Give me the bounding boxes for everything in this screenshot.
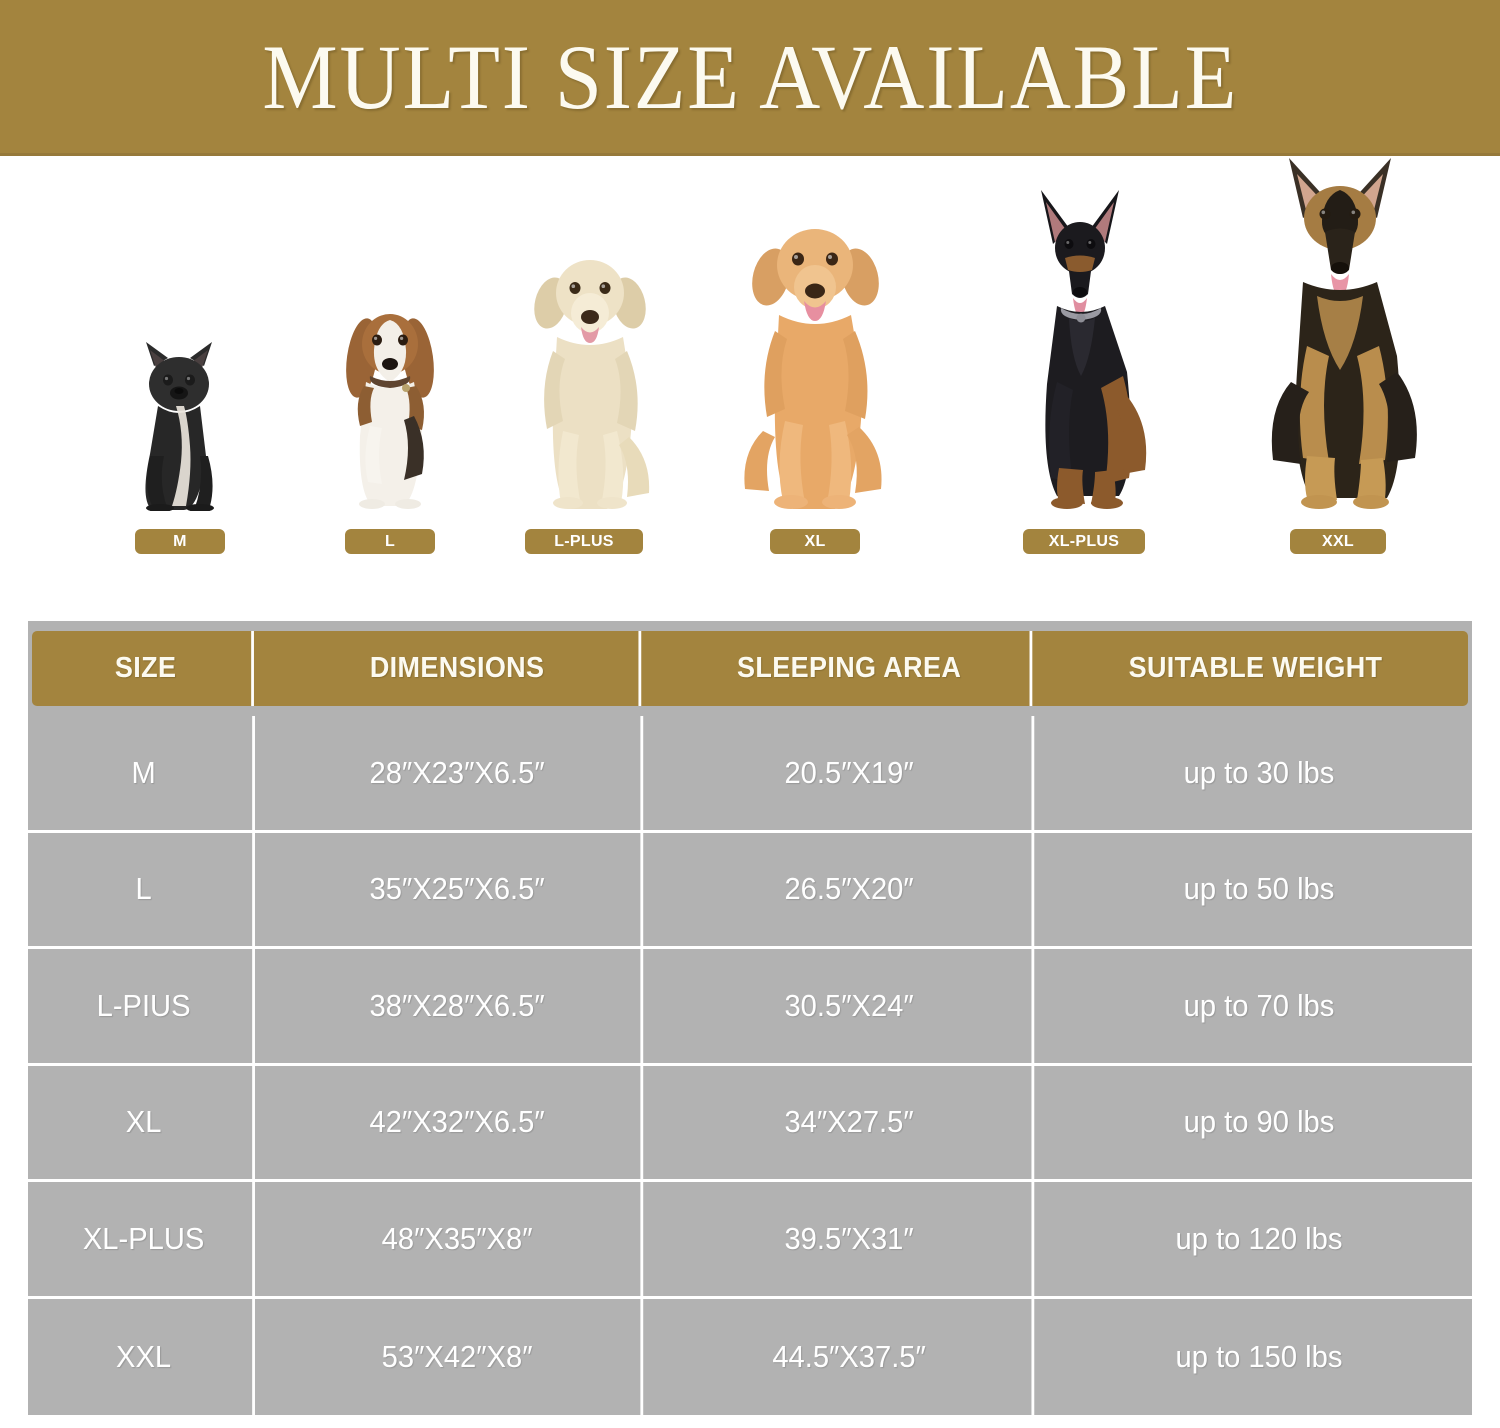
cell-size: L	[35, 832, 255, 946]
cell-sleeping-area: 30.5″X24″	[667, 949, 1035, 1063]
beagle-icon	[320, 296, 460, 511]
size-badge-xl-plus: XL-PLUS	[1023, 529, 1145, 554]
cell-suitable-weight: up to 30 lbs	[1183, 754, 1335, 790]
cell-size: M	[35, 716, 255, 830]
table-row: XL 42″X32″X6.5″ 34″X27.5″ up to 90 lbs	[28, 1065, 1472, 1182]
dog-slot-m: M	[85, 336, 275, 566]
table-row: XXL 53″X42″X8″ 44.5″X37.5″ up to 150 lbs	[28, 1298, 1472, 1415]
golden-retriever-cream-icon	[505, 241, 675, 511]
cell-sleeping-area: 26.5″X20″	[667, 832, 1035, 946]
size-badge-m: M	[135, 529, 225, 554]
golden-retriever-icon	[723, 211, 908, 511]
size-spec-table: SIZE DIMENSIONS SLEEPING AREA SUITABLE W…	[28, 621, 1472, 1415]
cell-sleeping-area: 44.5″X37.5″	[667, 1298, 1035, 1415]
cell-suitable-weight: up to 70 lbs	[1183, 987, 1335, 1023]
cell-dimensions: 48″X35″X8″	[274, 1182, 644, 1296]
size-badge-xxl: XXL	[1290, 529, 1386, 554]
table-row: L 35″X25″X6.5″ 26.5″X20″ up to 50 lbs	[28, 832, 1472, 949]
cell-sleeping-area: 34″X27.5″	[667, 1065, 1035, 1179]
cell-dimensions: 42″X32″X6.5″	[274, 1065, 644, 1179]
dog-slot-l-plus: L-PLUS	[480, 241, 700, 566]
cell-sleeping-area: 39.5″X31″	[667, 1182, 1035, 1296]
german-shepherd-icon	[1245, 156, 1445, 511]
table-header-suitable-weight: SUITABLE WEIGHT	[1128, 652, 1383, 684]
cell-dimensions: 53″X42″X8″	[274, 1298, 644, 1415]
table-header-size: SIZE	[40, 631, 254, 706]
cell-size: XXL	[35, 1298, 255, 1415]
dog-slot-xxl: XXL	[1220, 156, 1470, 566]
dog-size-comparison-row: M	[0, 156, 1500, 616]
dog-slot-xl: XL	[700, 211, 930, 566]
table-body: M 28″X23″X6.5″ 20.5″X19″ up to 30 lbs L …	[28, 716, 1472, 1415]
cell-dimensions: 28″X23″X6.5″	[274, 716, 644, 830]
table-header-sleeping-area: SLEEPING AREA	[669, 631, 1033, 706]
doberman-icon	[995, 186, 1175, 511]
cell-dimensions: 38″X28″X6.5″	[274, 949, 644, 1063]
table-header-dimensions: DIMENSIONS	[276, 631, 642, 706]
size-badge-l-plus: L-PLUS	[525, 529, 643, 554]
page-banner: MULTI SIZE AVAILABLE	[0, 0, 1500, 156]
cell-suitable-weight: up to 120 lbs	[1175, 1220, 1343, 1256]
cell-dimensions: 35″X25″X6.5″	[274, 832, 644, 946]
cell-size: XL	[35, 1065, 255, 1179]
dog-slot-l: L	[290, 296, 490, 566]
table-row: M 28″X23″X6.5″ 20.5″X19″ up to 30 lbs	[28, 716, 1472, 833]
page-title: MULTI SIZE AVAILABLE	[262, 25, 1238, 128]
table-header-row: SIZE DIMENSIONS SLEEPING AREA SUITABLE W…	[32, 631, 1468, 706]
cell-size: L-PIUS	[35, 949, 255, 1063]
cell-size: XL-PLUS	[35, 1182, 255, 1296]
table-row: XL-PLUS 48″X35″X8″ 39.5″X31″ up to 120 l…	[28, 1182, 1472, 1299]
cell-sleeping-area: 20.5″X19″	[667, 716, 1035, 830]
size-badge-xl: XL	[770, 529, 860, 554]
cell-suitable-weight: up to 150 lbs	[1175, 1338, 1343, 1374]
cell-suitable-weight: up to 50 lbs	[1183, 871, 1335, 907]
table-row: L-PIUS 38″X28″X6.5″ 30.5″X24″ up to 70 l…	[28, 949, 1472, 1066]
dog-slot-xl-plus: XL-PLUS	[965, 186, 1205, 566]
size-badge-l: L	[345, 529, 435, 554]
french-bulldog-icon	[120, 336, 240, 511]
cell-suitable-weight: up to 90 lbs	[1183, 1104, 1335, 1140]
